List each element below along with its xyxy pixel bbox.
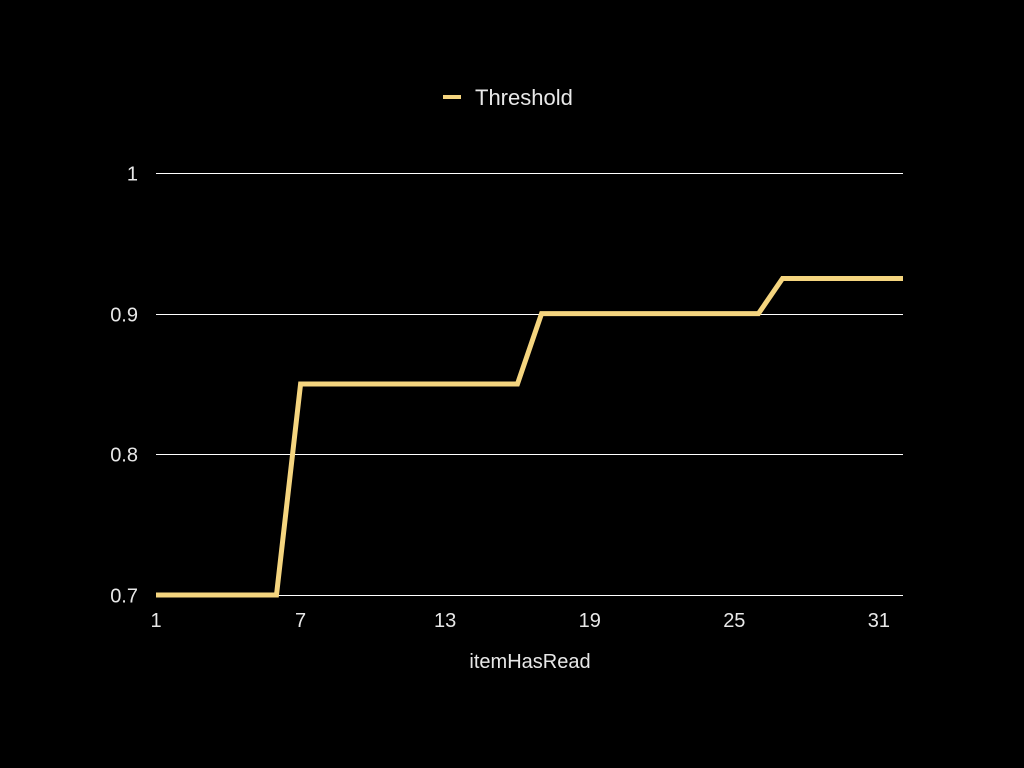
x-tick-label-2: 13 <box>434 610 456 632</box>
x-tick-label-4: 25 <box>723 610 745 632</box>
x-tick-label-5: 31 <box>868 610 890 632</box>
y-tick-label-2: 0.9 <box>110 305 138 327</box>
x-tick-label-1: 7 <box>295 610 306 632</box>
x-tick-label-0: 1 <box>150 610 161 632</box>
x-axis-title: itemHasRead <box>469 651 590 673</box>
y-tick-label-1: 0.8 <box>110 445 138 467</box>
data-points <box>154 276 906 598</box>
y-axis-ticks: 0.7 0.8 0.9 1 <box>110 164 138 608</box>
series-lines <box>156 276 903 598</box>
gridlines <box>156 173 903 596</box>
y-tick-label-0: 0.7 <box>110 586 138 608</box>
series-line-threshold <box>156 276 903 598</box>
x-tick-label-3: 19 <box>579 610 601 632</box>
x-axis-ticks: 1 7 13 19 25 31 <box>150 610 890 632</box>
y-tick-label-3: 1 <box>127 164 138 186</box>
legend: Threshold <box>443 85 573 110</box>
legend-label-threshold: Threshold <box>475 85 573 110</box>
